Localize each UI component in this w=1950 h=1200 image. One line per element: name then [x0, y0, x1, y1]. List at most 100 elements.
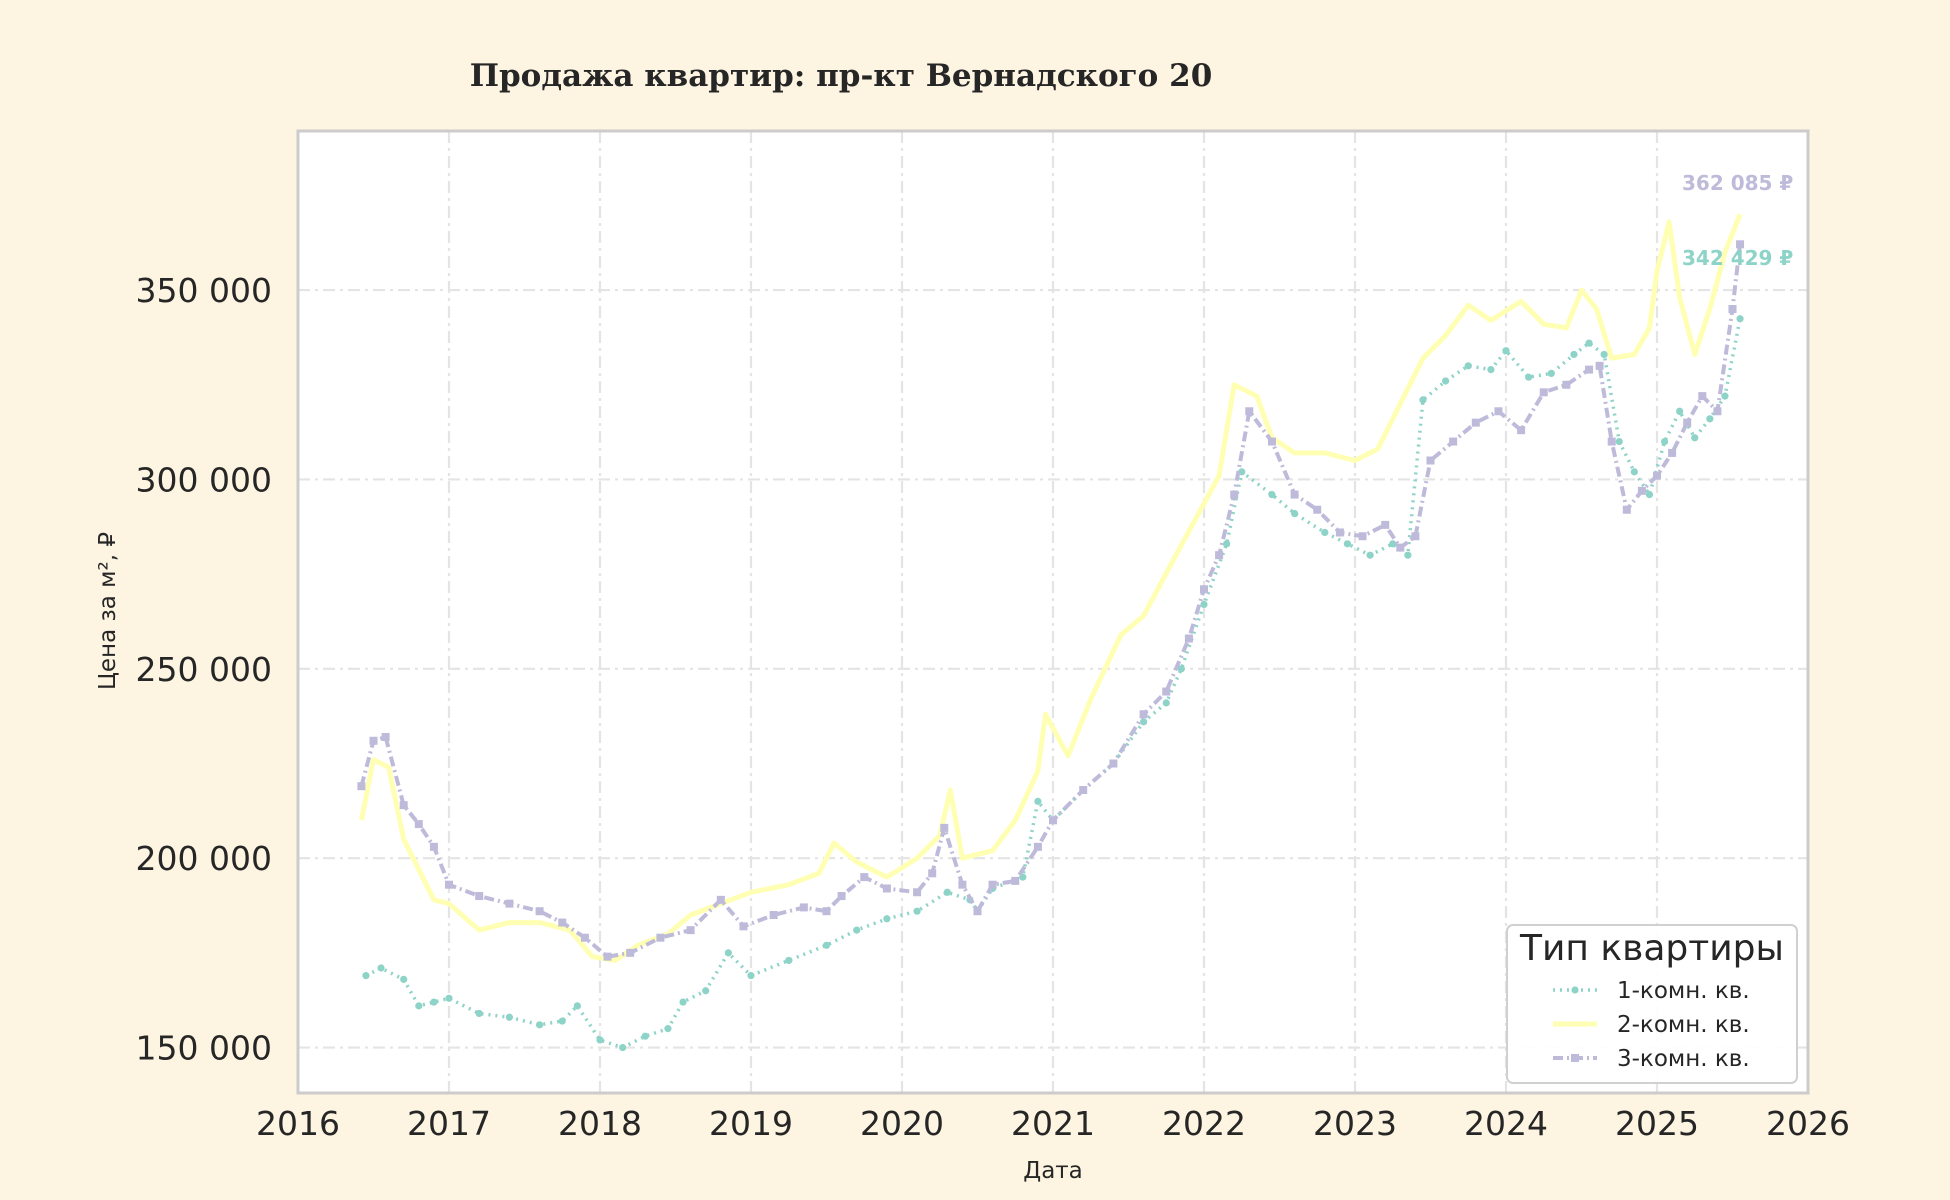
data-point [1335, 528, 1344, 537]
data-point [1291, 509, 1299, 518]
data-point [882, 884, 891, 893]
data-point [1162, 699, 1170, 707]
data-point [1517, 426, 1526, 435]
data-point [357, 782, 366, 791]
data-point [381, 732, 390, 741]
data-point [1268, 490, 1276, 499]
data-point [415, 1002, 423, 1010]
data-point [1426, 456, 1435, 465]
data-point [973, 907, 982, 916]
data-point [362, 971, 370, 980]
x-tick-label: 2023 [1313, 1104, 1397, 1143]
data-point [1607, 437, 1616, 446]
data-point [1660, 437, 1669, 446]
data-point [1162, 687, 1171, 696]
x-axis-ticks: 2016 2017 2018 2019 2020 2021 2022 2023 2024 2025… [256, 1104, 1850, 1143]
data-point [1033, 842, 1042, 851]
data-point [596, 1036, 604, 1044]
data-point [747, 971, 755, 980]
data-point [573, 1002, 581, 1010]
data-point [1691, 434, 1699, 442]
data-point [505, 1013, 513, 1021]
data-point [1600, 350, 1608, 359]
data-point [1184, 634, 1193, 643]
data-point [716, 895, 725, 904]
data-point [913, 907, 921, 915]
legend-title: Тип квартиры [1519, 928, 1784, 969]
x-tick-label: 2018 [558, 1104, 642, 1143]
y-tick-label: 300 000 [136, 460, 272, 499]
y-tick-label: 350 000 [136, 271, 272, 310]
data-point [1615, 437, 1623, 446]
data-point [913, 888, 922, 897]
data-point [1736, 315, 1744, 323]
data-point [399, 801, 408, 810]
data-point [1713, 407, 1722, 416]
data-point [1728, 305, 1737, 314]
data-point [1011, 876, 1020, 885]
chart-title: Продажа квартир: пр-кт Вернадского 20 [470, 58, 1213, 94]
legend-marker [1571, 1054, 1579, 1062]
data-point [430, 998, 438, 1006]
data-point [1034, 797, 1042, 805]
data-point [679, 998, 687, 1006]
data-point [1706, 415, 1714, 423]
data-point [656, 933, 665, 942]
data-point [414, 820, 423, 829]
data-point [785, 956, 793, 965]
data-point [1411, 532, 1420, 541]
data-point [1358, 532, 1367, 541]
data-point [988, 880, 997, 889]
y-axis-ticks: 150 000 200 000 250 000 300 000 350 000 [136, 271, 272, 1067]
legend-label: 2-комн. кв. [1617, 1012, 1750, 1038]
data-point [1404, 551, 1412, 559]
data-point [1290, 490, 1299, 499]
data-point [1200, 585, 1208, 594]
data-point [943, 888, 951, 896]
data-point [1109, 759, 1118, 768]
x-tick-label: 2019 [709, 1104, 793, 1143]
data-point [958, 880, 967, 889]
data-point [1139, 710, 1148, 719]
data-point [1245, 407, 1254, 416]
data-point [1539, 388, 1548, 397]
data-point [686, 926, 695, 935]
plot-frame [296, 129, 1810, 1095]
data-point [1223, 540, 1231, 548]
data-point [1471, 418, 1480, 427]
data-point [702, 987, 710, 995]
data-point [1230, 490, 1239, 499]
data-point [1494, 407, 1503, 416]
data-point [1562, 380, 1571, 389]
data-point [940, 823, 949, 832]
data-point [1215, 551, 1224, 560]
data-point [1630, 468, 1638, 476]
data-point [1502, 347, 1510, 355]
data-point [1366, 551, 1374, 559]
x-tick-label: 2025 [1615, 1104, 1699, 1143]
series-line [358, 213, 1743, 963]
series-3-room [357, 240, 1745, 961]
data-point [1200, 600, 1208, 609]
data-point [475, 1009, 483, 1018]
data-point [1396, 543, 1405, 552]
x-tick-label: 2026 [1766, 1104, 1850, 1143]
data-point [1721, 392, 1729, 400]
data-point [1381, 520, 1390, 529]
data-point [1668, 448, 1677, 457]
data-point [1547, 369, 1555, 377]
data-point [641, 1032, 649, 1040]
data-point [1079, 786, 1088, 795]
data-point [1585, 365, 1594, 374]
data-point [664, 1025, 672, 1033]
data-point [860, 873, 869, 882]
data-point [1177, 665, 1185, 673]
data-point [369, 736, 378, 745]
data-point [1442, 377, 1450, 385]
y-tick-label: 150 000 [136, 1029, 272, 1068]
data-point [1389, 540, 1397, 548]
data-point [558, 1017, 566, 1025]
legend-marker [1571, 986, 1579, 994]
data-point [603, 952, 612, 961]
data-point [769, 910, 778, 919]
